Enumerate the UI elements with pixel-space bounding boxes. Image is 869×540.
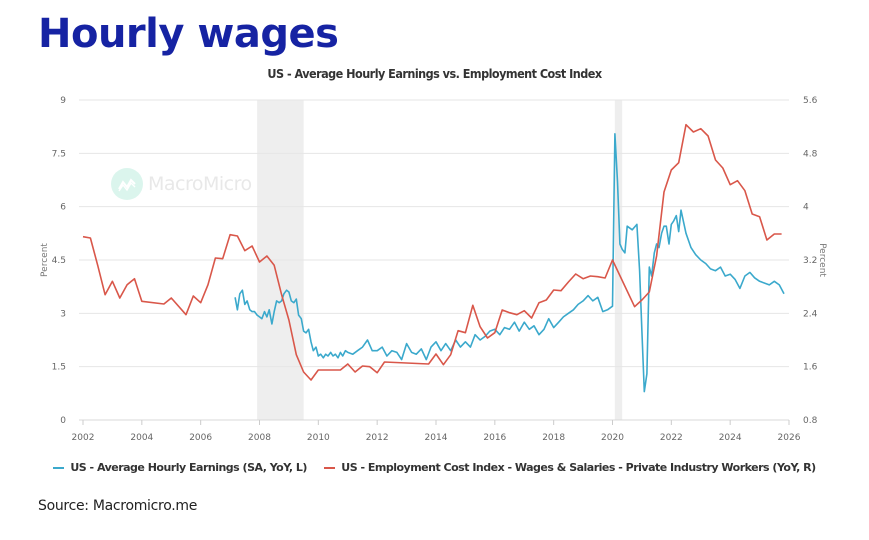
legend-label-eci: US - Employment Cost Index - Wages & Sal… <box>341 461 816 474</box>
x-tick-label: 2006 <box>189 433 212 443</box>
page-title: Hourly wages <box>38 11 339 57</box>
series-line-eci <box>82 123 782 381</box>
y-tick-right: 0.8 <box>803 416 818 426</box>
series-line-ahe <box>234 133 785 393</box>
y-tick-right: 1.6 <box>803 363 818 373</box>
y-tick-left: 9 <box>60 96 66 106</box>
watermark-text: MacroMicro <box>148 173 252 195</box>
y-tick-left: 3 <box>60 309 66 319</box>
y-axis-label-left: Percent <box>40 243 50 277</box>
chart-title: US - Average Hourly Earnings vs. Employm… <box>267 66 602 81</box>
x-tick-label: 2026 <box>778 433 801 443</box>
legend-item-ahe[interactable]: US - Average Hourly Earnings (SA, YoY, L… <box>53 461 307 474</box>
legend: US - Average Hourly Earnings (SA, YoY, L… <box>0 461 869 474</box>
legend-swatch-eci <box>324 467 336 469</box>
y-axis-label-right: Percent <box>817 243 827 277</box>
watermark: MacroMicro <box>111 168 252 200</box>
x-tick-label: 2022 <box>660 433 683 443</box>
x-tick-label: 2010 <box>307 433 330 443</box>
x-tick-label: 2016 <box>483 433 506 443</box>
x-tick-label: 2024 <box>719 433 742 443</box>
x-tick-label: 2004 <box>130 433 153 443</box>
y-tick-right: 2.4 <box>803 309 818 319</box>
y-tick-right: 5.6 <box>803 96 818 106</box>
x-tick-label: 2008 <box>248 433 271 443</box>
x-tick-label: 2014 <box>425 433 448 443</box>
macromicro-logo-icon <box>111 168 143 200</box>
x-tick-label: 2002 <box>72 433 95 443</box>
y-tick-left: 1.5 <box>52 363 66 373</box>
x-tick-label: 2018 <box>542 433 565 443</box>
y-tick-left: 7.5 <box>52 149 66 159</box>
y-tick-right: 4.8 <box>803 149 818 159</box>
y-tick-left: 0 <box>60 416 66 426</box>
y-tick-right: 4 <box>803 203 809 213</box>
legend-item-eci[interactable]: US - Employment Cost Index - Wages & Sal… <box>324 461 816 474</box>
source-note: Source: Macromicro.me <box>38 498 198 514</box>
y-tick-left: 6 <box>60 203 66 213</box>
x-tick-label: 2020 <box>601 433 624 443</box>
x-tick-label: 2012 <box>366 433 389 443</box>
legend-label-ahe: US - Average Hourly Earnings (SA, YoY, L… <box>70 461 307 474</box>
legend-swatch-ahe <box>53 467 65 469</box>
y-tick-left: 4.5 <box>52 256 66 266</box>
y-tick-right: 3.2 <box>803 256 817 266</box>
